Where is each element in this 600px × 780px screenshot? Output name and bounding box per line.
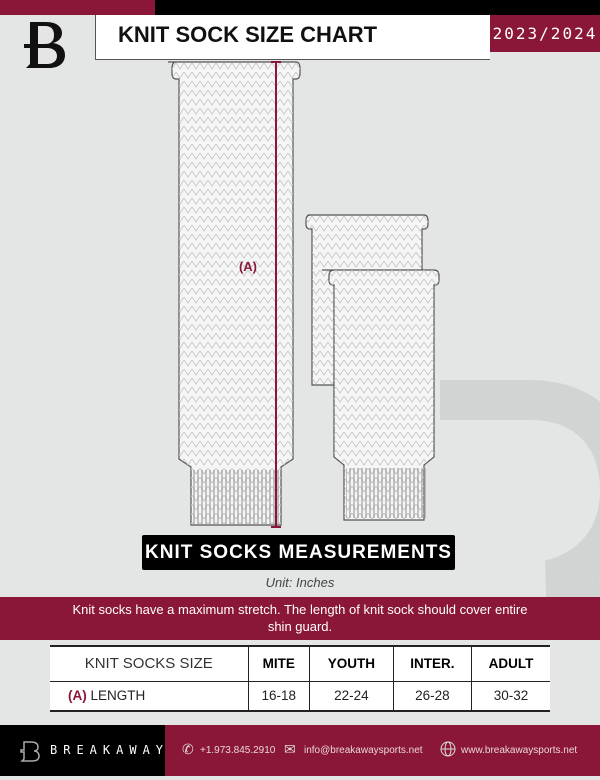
measure-label: (A) [239,259,257,274]
top-black-bar [155,0,600,15]
footer-phone[interactable]: +1.973.845.2910 [200,745,276,756]
size-table: KNIT SOCKS SIZE MITE YOUTH INTER. ADULT … [50,645,550,712]
globe-icon [440,741,456,757]
footer-contact-panel [165,725,600,776]
email-icon: ✉ [284,741,296,757]
season-badge: 2023/2024 [490,15,600,52]
header-mite: MITE [247,645,311,682]
header-adult: ADULT [471,645,550,682]
watermark-logo-icon [440,380,600,639]
header-inter: INTER. [392,645,473,682]
footer-brand: BREAKAWAY [50,743,170,757]
cell-adult: 30-32 [471,680,550,712]
short-sock-front-illustration [322,269,440,521]
page-title: KNIT SOCK SIZE CHART [95,15,490,60]
footer-email[interactable]: info@breakawaysports.net [304,745,423,756]
fit-note: Knit socks have a maximum stretch. The l… [0,597,600,640]
length-measure-line [271,61,281,528]
cell-youth: 22-24 [309,680,394,712]
cell-inter: 26-28 [392,680,473,712]
row-marker: (A) [68,688,87,704]
header-size: KNIT SOCKS SIZE [50,645,249,682]
top-accent-bar [0,0,155,15]
footer-brand-panel [0,725,165,776]
unit-label: Unit: Inches [265,575,335,590]
phone-icon: ✆ [182,741,194,757]
footer-logo-icon [20,741,40,762]
brand-logo-icon [24,22,65,68]
long-sock-illustration [168,61,301,526]
sock-diagram: (A) [168,61,440,528]
table-header-row: KNIT SOCKS SIZE MITE YOUTH INTER. ADULT [50,645,550,682]
row-label: LENGTH [90,688,146,704]
measurements-banner: KNIT SOCKS MEASUREMENTS [142,535,455,570]
footer-website[interactable]: www.breakawaysports.net [461,745,578,756]
cell-mite: 16-18 [247,680,311,712]
table-row: (A) LENGTH 16-18 22-24 26-28 30-32 [50,680,550,712]
header-youth: YOUTH [309,645,394,682]
